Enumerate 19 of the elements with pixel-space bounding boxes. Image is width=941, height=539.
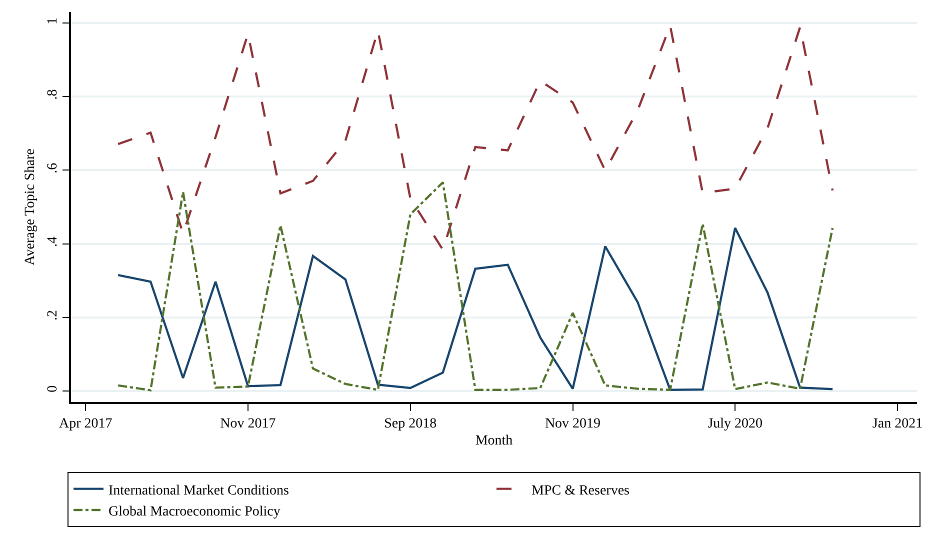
- x-axis-title: Month: [475, 433, 513, 448]
- x-tick-label: July 2020: [708, 416, 763, 432]
- y-tick-label: .6: [46, 162, 61, 174]
- x-tick-label: Jan 2021: [872, 416, 923, 432]
- x-tick-label: Apr 2017: [58, 416, 112, 432]
- line-series: [116, 181, 834, 392]
- y-axis-title: Average Topic Share: [22, 148, 38, 266]
- legend-label: MPC & Reserves: [532, 483, 630, 498]
- y-tick-label: .4: [46, 236, 61, 247]
- x-tick-label: Nov 2017: [220, 416, 276, 432]
- y-tick-label: 0: [46, 385, 61, 392]
- line-series: [116, 226, 834, 391]
- x-tick-label: Nov 2019: [544, 416, 601, 432]
- y-tick-label: 1: [46, 17, 61, 24]
- y-tick-label: .8: [46, 89, 61, 100]
- legend-label: Global Macroeconomic Policy: [108, 504, 280, 520]
- y-tick-label: .2: [46, 310, 61, 321]
- legend-label: International Market Conditions: [108, 483, 289, 498]
- x-tick-label: Sep 2018: [384, 416, 437, 432]
